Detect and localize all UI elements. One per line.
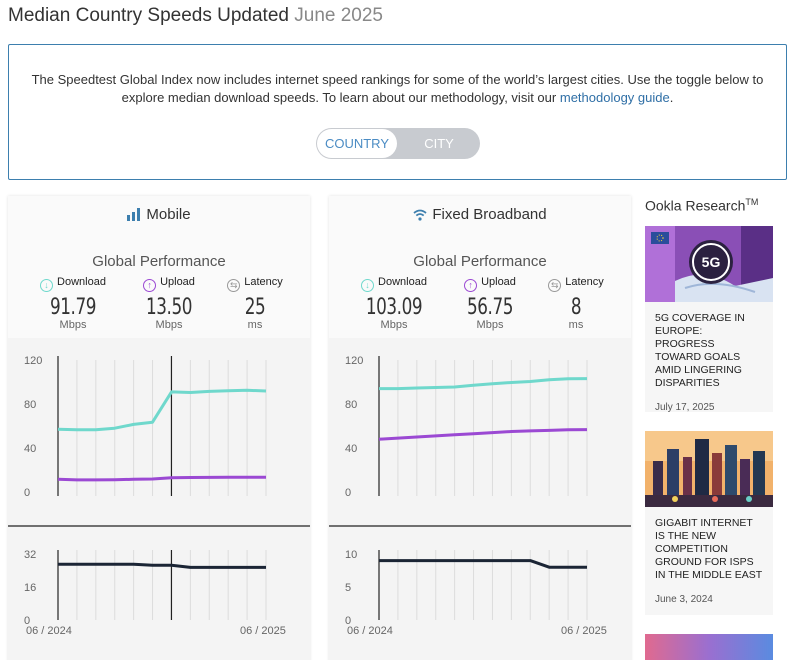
info-text: The Speedtest Global Index now includes …	[19, 71, 776, 107]
fixed-upload-label: Upload	[481, 276, 516, 288]
page-title-text: Median Country Speeds Updated	[8, 5, 289, 26]
mobile-latency-value: 25	[244, 295, 266, 320]
wifi-icon	[413, 208, 427, 225]
mobile-latency-y-tick-label: 32	[24, 549, 36, 561]
article-thumbnail[interactable]	[645, 634, 773, 660]
article-date: June 3, 2024	[655, 594, 713, 605]
fixed-y-tick-label: 120	[345, 355, 363, 367]
fixed-download-unit: Mbps	[380, 319, 408, 331]
mobile-download-value: 91.79	[49, 295, 97, 320]
mobile-download-unit: Mbps	[59, 319, 87, 331]
mobile-y-tick-label: 80	[24, 399, 36, 411]
article-thumbnail[interactable]: 5G	[645, 226, 773, 302]
fixed-latency-line	[379, 559, 587, 569]
mobile-card-header: Mobile Global Performance ↓ Download 91.7…	[8, 196, 310, 338]
mobile-upload-label: Upload	[160, 276, 195, 288]
mobile-y-tick-label: 40	[24, 443, 36, 455]
fixed-speed-chart: 0 40 80 120 0 5 10 06 / 2024 06 / 2025	[329, 355, 631, 637]
upload-arrow-icon: ↑	[143, 279, 157, 292]
article-card[interactable]: 5G 5G Coverage in Europe: Progress Towar…	[645, 226, 773, 413]
mobile-download-label: Download	[57, 276, 106, 288]
fixed-latency-y-tick-label: 10	[345, 549, 357, 561]
fixed-y-tick-label: 80	[345, 399, 357, 411]
article-card[interactable]	[645, 634, 773, 660]
fixed-global-performance-title: Global Performance	[413, 253, 547, 270]
methodology-link[interactable]: methodology guide	[559, 90, 670, 105]
page-title: Median Country Speeds Updated June 2025	[8, 5, 383, 27]
mobile-title: Mobile	[8, 206, 310, 225]
mobile-latency-metric: ⇆ Latency 25 ms	[222, 276, 288, 331]
fixed-download-metric: ↓ Download 103.09 Mbps	[355, 276, 433, 331]
fixed-latency-label: Latency	[565, 276, 604, 288]
fixed-download-label: Download	[378, 276, 427, 288]
mobile-x-label-end: 06 / 2025	[240, 625, 286, 637]
fixed-download-line	[379, 377, 588, 391]
latency-icon: ⇆	[548, 279, 562, 292]
toggle-country[interactable]: COUNTRY	[317, 129, 397, 158]
fixed-title: Fixed Broadband	[329, 206, 631, 225]
sidebar-title-text: Ookla Research	[645, 197, 746, 214]
mobile-latency-line	[58, 562, 266, 569]
signal-bars-icon	[127, 208, 141, 225]
fixed-latency-value: 8	[570, 295, 582, 320]
mobile-latency-y-tick-label: 0	[24, 615, 30, 627]
article-badge: 5G	[702, 254, 721, 270]
country-city-toggle[interactable]: COUNTRY CITY	[316, 128, 480, 159]
mobile-download-metric: ↓ Download 91.79 Mbps	[34, 276, 112, 331]
mobile-latency-y-tick-label: 16	[24, 582, 36, 594]
fixed-x-label-end: 06 / 2025	[561, 625, 607, 637]
info-box: The Speedtest Global Index now includes …	[8, 44, 787, 180]
fixed-x-label-start: 06 / 2024	[347, 625, 393, 637]
fixed-y-tick-label: 0	[345, 487, 351, 499]
download-arrow-icon: ↓	[361, 279, 375, 292]
trademark-mark: TM	[745, 197, 759, 207]
sidebar-title: Ookla ResearchTM	[645, 197, 758, 214]
fixed-latency-y-tick-label: 5	[345, 582, 351, 594]
fixed-upload-metric: ↑ Upload 56.75 Mbps	[455, 276, 525, 331]
upload-arrow-icon: ↑	[464, 279, 478, 292]
info-text-body: The Speedtest Global Index now includes …	[31, 72, 764, 105]
mobile-upload-unit: Mbps	[155, 319, 183, 331]
download-arrow-icon: ↓	[40, 279, 54, 292]
mobile-latency-unit: ms	[247, 319, 263, 331]
mobile-global-performance-title: Global Performance	[92, 253, 226, 270]
fixed-card-header: Fixed Broadband Global Performance ↓ Down…	[329, 196, 631, 338]
mobile-download-line	[57, 388, 267, 432]
mobile-upload-line	[57, 475, 266, 482]
page-title-date: June 2025	[294, 5, 383, 26]
mobile-upload-value: 13.50	[145, 295, 193, 320]
fixed-title-text: Fixed Broadband	[432, 206, 547, 223]
fixed-latency-metric: ⇆ Latency 8 ms	[543, 276, 609, 331]
article-date: July 17, 2025	[655, 402, 715, 413]
mobile-y-tick-label: 120	[24, 355, 42, 367]
info-text-period: .	[669, 90, 674, 105]
mobile-x-label-start: 06 / 2024	[26, 625, 72, 637]
fixed-latency-y-tick-label: 0	[345, 615, 351, 627]
mobile-y-tick-label: 0	[24, 487, 30, 499]
fixed-broadband-card: Fixed Broadband Global Performance ↓ Down…	[329, 196, 631, 660]
fixed-latency-unit: ms	[568, 319, 584, 331]
article-thumbnail[interactable]	[645, 431, 773, 507]
article-title[interactable]: 5G Coverage in Europe: Progress Toward G…	[655, 312, 745, 389]
latency-icon: ⇆	[227, 279, 241, 292]
article-title[interactable]: Gigabit Internet is the New Competition …	[655, 517, 763, 581]
mobile-upload-metric: ↑ Upload 13.50 Mbps	[134, 276, 204, 331]
fixed-upload-value: 56.75	[466, 295, 514, 320]
toggle-city[interactable]: CITY	[424, 136, 454, 151]
mobile-title-text: Mobile	[146, 206, 191, 223]
fixed-upload-line	[378, 428, 588, 441]
fixed-y-tick-label: 40	[345, 443, 357, 455]
mobile-latency-label: Latency	[244, 276, 283, 288]
mobile-speed-chart: 0 40 80 120 0 16 32 06 / 2024 06 / 2025	[8, 355, 310, 637]
fixed-download-value: 103.09	[365, 295, 423, 320]
mobile-card: Mobile Global Performance ↓ Download 91.7…	[8, 196, 310, 660]
fixed-upload-unit: Mbps	[476, 319, 504, 331]
article-card[interactable]: Gigabit Internet is the New Competition …	[645, 431, 773, 615]
